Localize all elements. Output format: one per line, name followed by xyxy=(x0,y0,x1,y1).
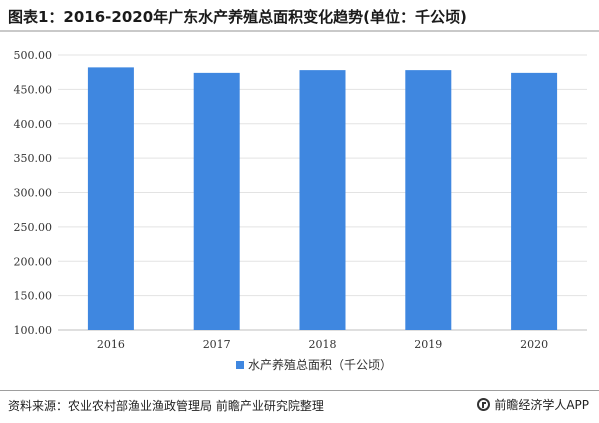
legend: 水产养殖总面积（千公顷） xyxy=(236,357,392,372)
bar-2020 xyxy=(511,72,558,330)
title-divider xyxy=(0,30,599,32)
bar-chart: 100.00 150.00 200.00 250.00 300.00 350.00 400.… xyxy=(14,49,587,372)
y-tick-label: 200.00 xyxy=(14,255,53,268)
bar-2019 xyxy=(405,70,452,330)
x-tick-label: 2017 xyxy=(203,338,231,351)
x-tick-label: 2016 xyxy=(97,338,125,351)
bar-2016 xyxy=(87,67,134,330)
legend-label: 水产养殖总面积（千公顷） xyxy=(248,357,392,372)
y-tick-label: 100.00 xyxy=(14,324,53,337)
x-tick-label: 2018 xyxy=(309,338,337,351)
y-axis-ticks: 100.00 150.00 200.00 250.00 300.00 350.00 400.… xyxy=(14,49,53,337)
legend-swatch xyxy=(236,361,244,369)
y-tick-label: 350.00 xyxy=(14,152,53,165)
y-tick-label: 400.00 xyxy=(14,118,53,131)
y-tick-label: 450.00 xyxy=(14,83,53,96)
x-tick-label: 2020 xyxy=(520,338,548,351)
bar-2018 xyxy=(299,70,346,330)
qianzhan-logo-icon xyxy=(477,398,491,411)
chart-title: 图表1：2016-2020年广东水产养殖总面积变化趋势(单位：千公顷) xyxy=(8,8,467,26)
y-tick-label: 250.00 xyxy=(14,221,53,234)
x-axis-ticks: 2016 2017 2018 2019 2020 xyxy=(97,338,548,351)
footer-divider xyxy=(0,390,599,391)
y-tick-label: 150.00 xyxy=(14,290,53,303)
y-tick-label: 300.00 xyxy=(14,187,53,200)
x-tick-label: 2019 xyxy=(414,338,442,351)
y-tick-label: 500.00 xyxy=(14,49,53,62)
bars xyxy=(87,67,558,330)
brand: 前瞻经济学人APP xyxy=(477,396,589,413)
source-note: 资料来源：农业农村部渔业渔政管理局 前瞻产业研究院整理 xyxy=(8,399,324,413)
bar-2017 xyxy=(193,72,240,330)
brand-label: 前瞻经济学人APP xyxy=(494,398,589,412)
